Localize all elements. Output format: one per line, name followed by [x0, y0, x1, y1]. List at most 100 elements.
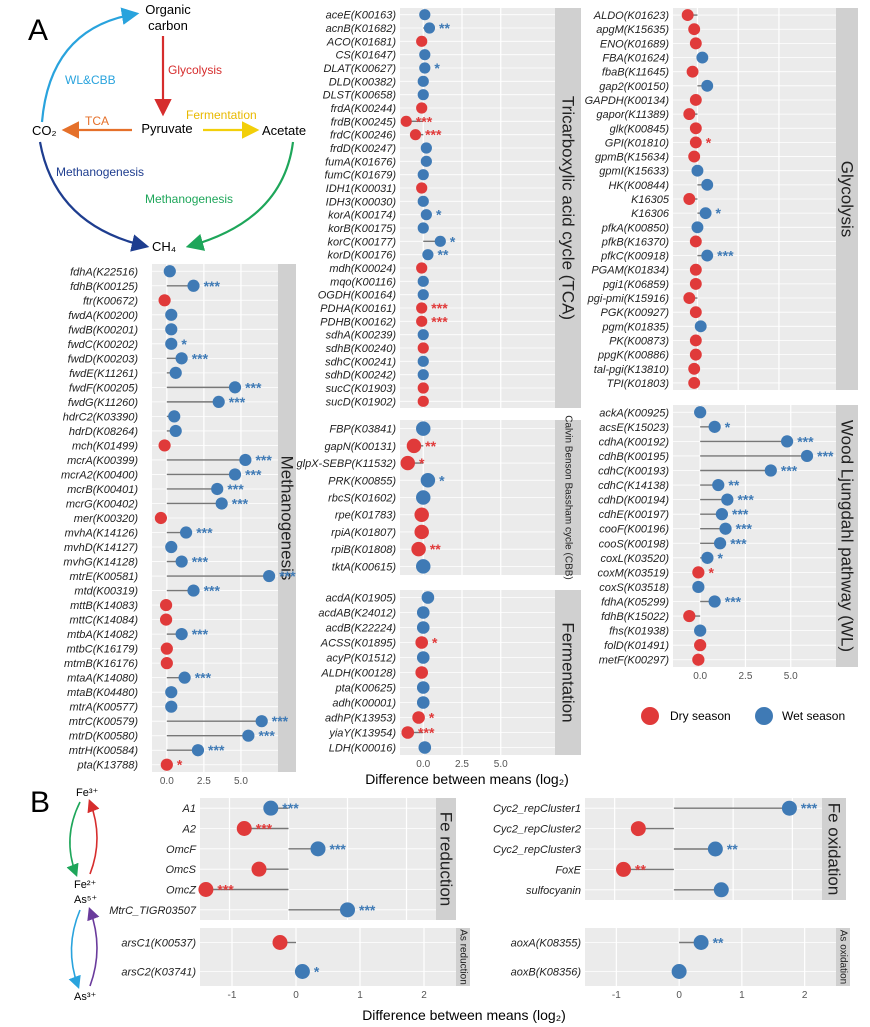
significance-label: *** — [781, 463, 798, 479]
gene-label: acdAB(K24012) — [318, 608, 396, 620]
significance-label: *** — [725, 594, 742, 610]
gene-label: metF(K00297) — [599, 655, 670, 667]
gene-label: acsE(K15023) — [599, 422, 669, 434]
significance-label: *** — [282, 800, 299, 816]
lollipop-point — [255, 715, 268, 728]
lollipop-point — [160, 657, 173, 670]
gene-label: mtbA(K14082) — [67, 629, 138, 641]
gene-label: acnB(K01682) — [326, 23, 397, 35]
gene-label: pfkB(K16370) — [601, 236, 670, 248]
x-tick-label: 0 — [293, 990, 299, 1001]
gene-label: tal-pgi(K13810) — [594, 364, 670, 376]
gene-label: ACSS(K01895) — [320, 638, 397, 650]
gene-label: rpiB(K01808) — [331, 544, 396, 556]
gene-label: fwdC(K00202) — [68, 339, 139, 351]
significance-label: *** — [732, 506, 749, 522]
lollipop-point — [683, 193, 696, 205]
chart-panel: Methanogenesis 0.0 2.5 5.0 fdhA(K22516) fdhB(… — [61, 264, 297, 787]
significance-label: *** — [730, 535, 747, 551]
lollipop-point — [187, 279, 200, 292]
panel-letter-a: A — [28, 14, 48, 47]
panel-background — [200, 798, 436, 920]
lollipop-point — [721, 493, 734, 506]
gene-label: PDHA(K00161) — [320, 303, 396, 315]
lollipop-point — [417, 355, 429, 367]
gene-label: fwdG(K11260) — [68, 397, 138, 409]
lollipop-point — [415, 636, 429, 649]
lollipop-point — [416, 302, 428, 314]
gene-label: frdC(K00246) — [330, 130, 396, 142]
lollipop-point — [263, 569, 276, 583]
strip-background — [278, 264, 296, 772]
gene-label: mvhA(K14126) — [65, 528, 139, 540]
lollipop-point — [420, 473, 436, 488]
strip-background — [555, 590, 581, 755]
significance-label: *** — [330, 841, 347, 857]
gene-label: acyP(K01512) — [326, 653, 396, 665]
significance-label: *** — [256, 821, 273, 837]
gene-label: DLD(K00382) — [329, 76, 397, 88]
lollipop-point — [416, 182, 428, 194]
significance-label: * — [718, 550, 724, 566]
lollipop-point — [420, 209, 432, 221]
lollipop-point — [159, 613, 173, 626]
lollipop-point — [416, 621, 430, 634]
significance-label: *** — [272, 713, 289, 729]
gene-label: fdhB(K15022) — [601, 611, 669, 623]
strip-title: Tricarboxylic acid cycle (TCA) — [559, 96, 578, 320]
significance-label: *** — [431, 313, 448, 329]
gene-label: mvhD(K14127) — [64, 542, 138, 554]
gene-label: acdB(K22224) — [326, 623, 397, 635]
significance-label: ** — [430, 541, 441, 557]
gene-label: FBA(K01624) — [602, 53, 669, 65]
lollipop-point — [412, 711, 425, 724]
significance-label: *** — [255, 452, 272, 468]
lollipop-point — [212, 395, 225, 408]
gene-label: pgi1(K06859) — [602, 279, 669, 291]
lollipop-point — [417, 275, 429, 287]
lollipop-point — [712, 478, 725, 492]
x-tick-label: 2 — [802, 990, 808, 1001]
significance-label: *** — [797, 433, 814, 449]
legend-wet-marker — [755, 707, 773, 725]
significance-label: *** — [416, 113, 433, 129]
gene-label: tktA(K00615) — [332, 561, 397, 573]
gene-label: rpiA(K01807) — [331, 527, 396, 539]
lollipop-point — [272, 935, 288, 950]
fermentation-diagram-label: Fermentation — [186, 108, 257, 122]
gene-label: sucC(K01903) — [326, 383, 397, 395]
significance-label: * — [434, 60, 440, 76]
lollipop-point — [696, 51, 709, 64]
significance-label: * — [432, 635, 438, 651]
gene-label: FoxE — [555, 864, 581, 876]
gene-label: korA(K00174) — [328, 210, 396, 222]
strip-title: Calvin Benson Bassham cycle (CBB) — [563, 415, 574, 580]
methanogenesis-left-arrow — [38, 141, 150, 252]
significance-label: ** — [727, 841, 738, 857]
gene-label: mtrE(K00581) — [70, 571, 139, 583]
gene-label: OmcZ — [166, 885, 197, 897]
legend: Dry season Wet season — [641, 707, 845, 725]
axis-title-b: Difference between means (log₂) — [362, 1007, 566, 1023]
legend-dry-marker — [641, 707, 659, 725]
gene-label: IDH1(K00031) — [326, 183, 397, 195]
lollipop-point — [251, 861, 267, 877]
lollipop-point — [160, 642, 173, 655]
lollipop-point — [694, 639, 707, 652]
significance-label: ** — [713, 935, 724, 951]
gene-label: korD(K00176) — [328, 250, 397, 262]
gene-label: LDH(K00016) — [329, 743, 397, 755]
panel-letter-b: B — [30, 786, 50, 819]
gene-label: cdhC(K00193) — [598, 466, 669, 478]
significance-label: *** — [208, 742, 225, 758]
chart-panel: Tricarboxylic acid cycle (TCA) aceE(K0016… — [318, 8, 581, 408]
lollipop-point — [701, 551, 714, 564]
gene-label: adhP(K13953) — [325, 713, 396, 725]
lollipop-point — [688, 23, 701, 36]
gene-label: coxL(K03520) — [601, 553, 670, 565]
lollipop-point — [179, 526, 193, 539]
lollipop-point — [169, 366, 182, 379]
gene-label: ACO(K01681) — [326, 36, 396, 48]
gene-label: hdrC2(K03390) — [63, 411, 139, 423]
methanogenesis-right-arrow — [185, 141, 295, 251]
